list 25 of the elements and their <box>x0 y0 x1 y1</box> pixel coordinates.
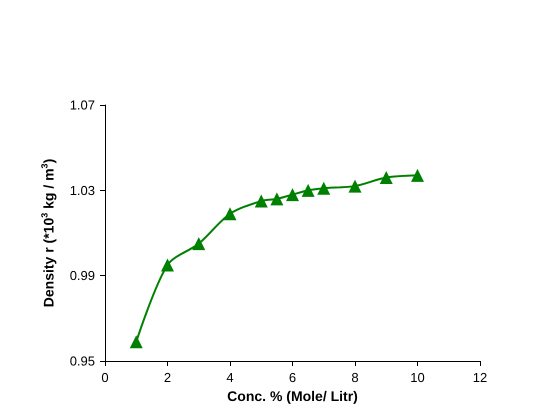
point <box>254 194 268 208</box>
x-tick-label: 8 <box>351 370 359 385</box>
y-tick-label: 0.95 <box>70 354 95 368</box>
point <box>348 180 362 193</box>
point <box>130 335 143 348</box>
point <box>302 184 315 197</box>
point <box>317 182 330 195</box>
point <box>270 192 284 206</box>
y-axis-title: Density r (*103 kg / m3) <box>40 158 56 308</box>
point <box>161 258 174 272</box>
x-tick-label: 12 <box>472 370 488 385</box>
point <box>380 171 393 184</box>
x-tick-label: 4 <box>226 370 234 385</box>
y-tick-label: 1.03 <box>70 182 95 198</box>
point <box>192 237 206 250</box>
x-tick-label: 0 <box>101 370 109 385</box>
x-tick-label: 10 <box>410 370 425 385</box>
y-tick-label: 1.07 <box>70 98 95 112</box>
x-axis-title: Conc. % (Mole/ Litr) <box>227 388 358 404</box>
x-tick-label: 2 <box>164 370 172 385</box>
point <box>224 207 236 220</box>
point <box>286 188 299 202</box>
point <box>411 168 424 182</box>
x-tick-label: 6 <box>288 370 296 385</box>
y-tick-label: 0.99 <box>70 268 95 284</box>
